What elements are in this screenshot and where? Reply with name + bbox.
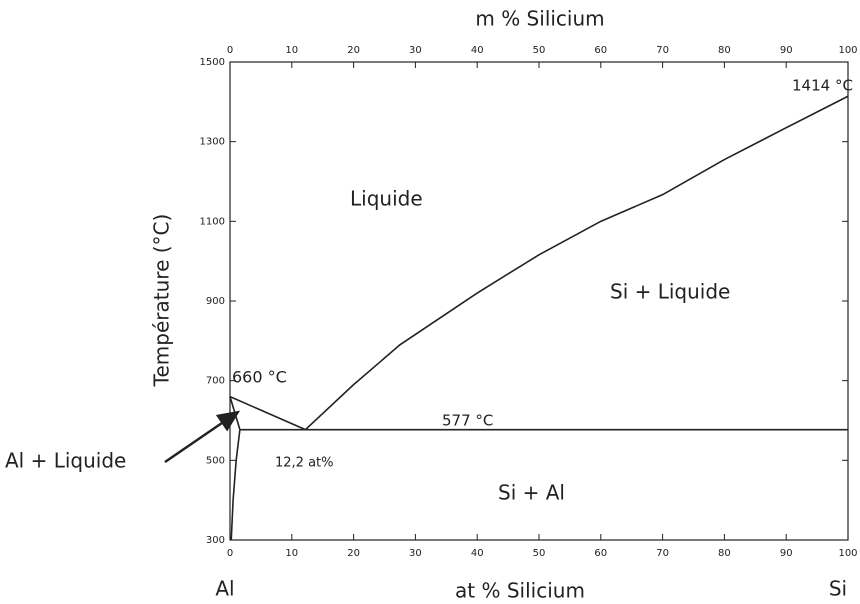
x-tick-label: 40 [471, 548, 484, 559]
x-tick-label: 70 [656, 548, 669, 559]
annotation: Si + Al [498, 481, 565, 505]
x-tick-label: 100 [838, 548, 857, 559]
y-tick-label: 700 [206, 376, 225, 387]
y-tick-label: 1300 [200, 137, 225, 148]
x2-tick-label: 10 [285, 45, 298, 56]
y-tick-label: 1500 [200, 57, 225, 68]
annotation: Si + Liquide [610, 280, 730, 304]
x2-tick-label: 60 [594, 45, 607, 56]
annotation: Al [215, 577, 234, 601]
annotation: 577 °C [442, 412, 493, 430]
x2-tick-label: 0 [227, 45, 233, 56]
x2-tick-label: 50 [533, 45, 546, 56]
x2-tick-label: 100 [838, 45, 857, 56]
y-tick-label: 500 [206, 455, 225, 466]
x2-tick-label: 40 [471, 45, 484, 56]
phase-line [229, 395, 306, 431]
annotation: 12,2 at% [275, 456, 334, 471]
x-tick-label: 10 [285, 548, 298, 559]
arrow [164, 410, 241, 464]
x2-tick-label: 30 [409, 45, 422, 56]
x-tick-label: 90 [780, 548, 793, 559]
x-axis-label: at % Silicium [455, 579, 585, 603]
x-tick-label: 60 [594, 548, 607, 559]
x2-tick-label: 90 [780, 45, 793, 56]
y-tick-label: 900 [206, 296, 225, 307]
phase-line [229, 396, 241, 430]
annotation: Al + Liquide [5, 449, 126, 473]
y-tick-label: 300 [206, 535, 225, 546]
annotation: Liquide [350, 187, 423, 211]
phase-line [304, 95, 849, 431]
annotation: Si [829, 577, 847, 601]
annotation: 1414 °C [792, 77, 853, 95]
x-tick-label: 0 [227, 548, 233, 559]
x2-tick-label: 80 [718, 45, 731, 56]
y-axis-label: Température (°C) [150, 214, 174, 388]
x2-axis-label: m % Silicium [475, 7, 604, 31]
x2-tick-label: 20 [347, 45, 360, 56]
annotation: 660 °C [232, 368, 287, 387]
x-tick-label: 50 [533, 548, 546, 559]
y-tick-label: 1100 [200, 216, 225, 227]
x2-tick-label: 70 [656, 45, 669, 56]
x-tick-label: 30 [409, 548, 422, 559]
x-tick-label: 20 [347, 548, 360, 559]
phase-line [230, 429, 241, 541]
x-tick-label: 80 [718, 548, 731, 559]
